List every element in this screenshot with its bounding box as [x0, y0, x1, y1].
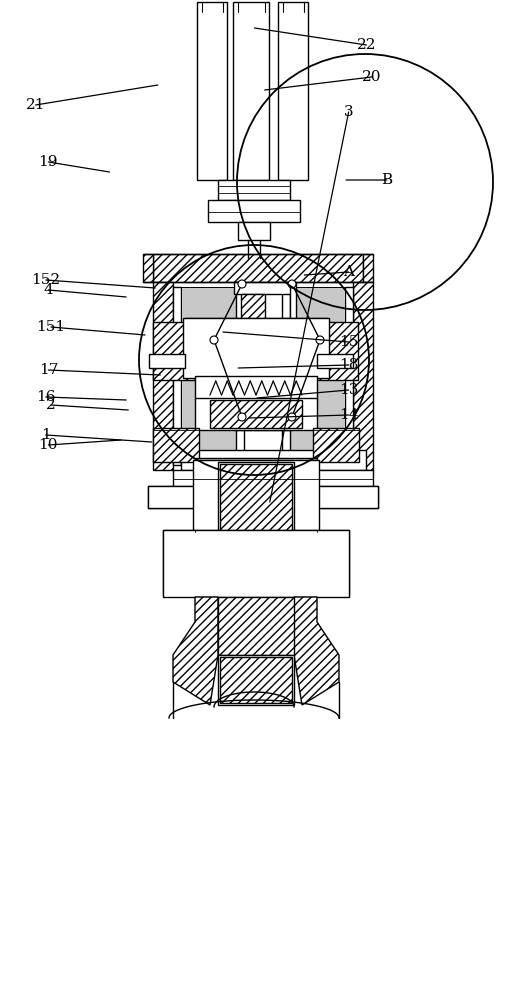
- Text: 1: 1: [41, 428, 51, 442]
- Circle shape: [288, 280, 296, 288]
- Bar: [233, 329, 247, 365]
- Bar: [236, 282, 244, 470]
- Bar: [149, 354, 185, 368]
- Bar: [181, 450, 366, 470]
- Polygon shape: [173, 597, 218, 705]
- Text: 21: 21: [26, 98, 45, 112]
- Bar: [183, 318, 329, 378]
- Bar: [282, 282, 290, 470]
- Bar: [153, 254, 363, 282]
- Text: 19: 19: [39, 155, 58, 169]
- Bar: [220, 464, 292, 560]
- Circle shape: [238, 413, 246, 421]
- Text: A: A: [343, 265, 354, 279]
- Circle shape: [210, 336, 218, 344]
- Bar: [193, 329, 207, 365]
- Bar: [143, 254, 153, 282]
- Text: 10: 10: [39, 438, 58, 452]
- Bar: [148, 486, 378, 508]
- Bar: [181, 287, 236, 465]
- Text: 22: 22: [357, 38, 376, 52]
- Bar: [218, 462, 294, 562]
- Bar: [218, 655, 294, 705]
- Bar: [293, 329, 307, 365]
- Bar: [316, 322, 358, 380]
- Text: 3: 3: [344, 105, 353, 119]
- Text: 4: 4: [43, 283, 53, 297]
- Circle shape: [238, 280, 246, 288]
- Text: 20: 20: [362, 70, 381, 84]
- Bar: [163, 530, 349, 597]
- Bar: [234, 282, 292, 294]
- Text: 2: 2: [46, 398, 56, 412]
- Bar: [317, 354, 353, 368]
- Bar: [353, 282, 373, 470]
- Bar: [290, 282, 296, 418]
- Text: 13: 13: [339, 383, 358, 397]
- Bar: [173, 287, 181, 465]
- Bar: [185, 318, 327, 328]
- Bar: [313, 428, 359, 462]
- Bar: [193, 460, 319, 532]
- Bar: [345, 287, 353, 465]
- Polygon shape: [294, 597, 339, 705]
- Circle shape: [288, 413, 296, 421]
- Bar: [233, 2, 269, 180]
- Text: 17: 17: [39, 363, 58, 377]
- Text: 151: 151: [36, 320, 66, 334]
- Bar: [238, 222, 270, 240]
- Bar: [195, 458, 317, 466]
- Bar: [218, 180, 290, 200]
- Bar: [218, 597, 294, 655]
- Bar: [197, 2, 227, 180]
- Bar: [278, 2, 308, 180]
- Bar: [181, 450, 366, 470]
- Bar: [163, 530, 349, 595]
- Bar: [153, 322, 195, 380]
- Text: 15: 15: [339, 335, 358, 349]
- Text: B: B: [381, 173, 392, 187]
- Text: 18: 18: [339, 358, 358, 372]
- Bar: [273, 329, 287, 365]
- Bar: [363, 254, 373, 282]
- Bar: [208, 200, 300, 222]
- Bar: [290, 287, 345, 465]
- Bar: [153, 282, 173, 470]
- Bar: [213, 329, 227, 365]
- Text: 16: 16: [36, 390, 55, 404]
- Bar: [220, 657, 292, 703]
- Text: 14: 14: [339, 408, 358, 422]
- Bar: [195, 376, 317, 400]
- Bar: [253, 329, 267, 365]
- Bar: [241, 294, 265, 418]
- Bar: [173, 470, 373, 488]
- Bar: [195, 460, 317, 530]
- Bar: [234, 418, 292, 430]
- Bar: [148, 486, 378, 508]
- Circle shape: [316, 336, 324, 344]
- Bar: [185, 365, 327, 375]
- Text: 152: 152: [31, 273, 61, 287]
- Bar: [153, 428, 199, 462]
- Bar: [195, 398, 317, 430]
- Bar: [210, 400, 302, 428]
